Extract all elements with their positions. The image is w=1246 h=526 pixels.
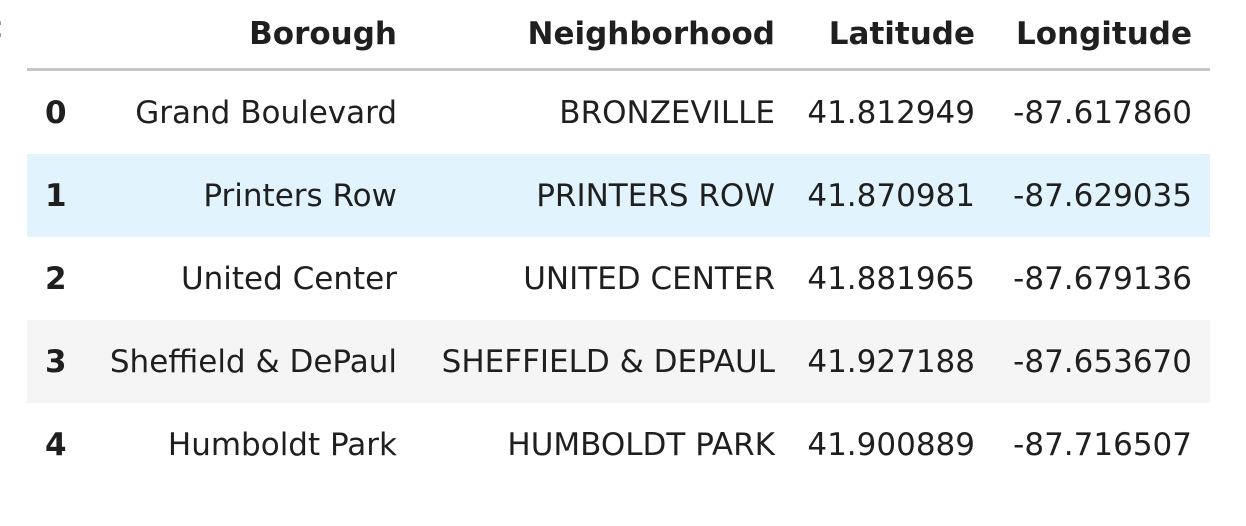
table-row: 2 United Center UNITED CENTER 41.881965 … [27, 237, 1210, 320]
cell-longitude: -87.653670 [1013, 343, 1192, 380]
table-row: 3 Sheffield & DePaul SHEFFIELD & DEPAUL … [27, 320, 1210, 403]
header-row: Borough Neighborhood Latitude Longitude [27, 0, 1210, 71]
cell-longitude: -87.716507 [1013, 426, 1192, 463]
row-index: 3 [45, 343, 67, 380]
cell-neighborhood: PRINTERS ROW [536, 177, 775, 214]
cell-borough: United Center [180, 260, 397, 297]
row-index: 2 [45, 260, 67, 297]
cell-latitude: 41.927188 [807, 343, 975, 380]
cell-latitude: 41.881965 [807, 260, 975, 297]
table-body: 0 Grand Boulevard BRONZEVILLE 41.812949 … [27, 69, 1210, 486]
row-index: 1 [45, 177, 67, 214]
row-index: 0 [45, 94, 67, 131]
column-header-borough: Borough [91, 0, 415, 71]
column-header-latitude: Latitude [793, 0, 993, 71]
table-row: 4 Humboldt Park HUMBOLDT PARK 41.900889 … [27, 403, 1210, 486]
table-row: 0 Grand Boulevard BRONZEVILLE 41.812949 … [27, 69, 1210, 154]
cell-borough: Grand Boulevard [135, 94, 397, 131]
cell-neighborhood: UNITED CENTER [523, 260, 775, 297]
column-header-neighborhood: Neighborhood [415, 0, 793, 71]
column-header-longitude: Longitude [993, 0, 1210, 71]
cell-latitude: 41.870981 [807, 177, 975, 214]
cell-borough: Sheffield & DePaul [109, 343, 397, 380]
cell-neighborhood: BRONZEVILLE [559, 94, 775, 131]
cell-borough: Printers Row [203, 177, 397, 214]
table-header: Borough Neighborhood Latitude Longitude [27, 0, 1210, 71]
row-index: 4 [45, 426, 67, 463]
table-row-highlighted: 1 Printers Row PRINTERS ROW 41.870981 -8… [27, 154, 1210, 237]
index-column-header [27, 0, 91, 71]
cell-latitude: 41.900889 [807, 426, 975, 463]
cell-neighborhood: HUMBOLDT PARK [507, 426, 775, 463]
cell-edge-mark: : [0, 10, 4, 45]
cell-longitude: -87.679136 [1013, 260, 1192, 297]
cell-neighborhood: SHEFFIELD & DEPAUL [441, 343, 775, 380]
dataframe-table: Borough Neighborhood Latitude Longitude … [27, 0, 1210, 486]
cell-latitude: 41.812949 [807, 94, 975, 131]
cell-longitude: -87.629035 [1013, 177, 1192, 214]
cell-longitude: -87.617860 [1013, 94, 1192, 131]
cell-borough: Humboldt Park [167, 426, 397, 463]
